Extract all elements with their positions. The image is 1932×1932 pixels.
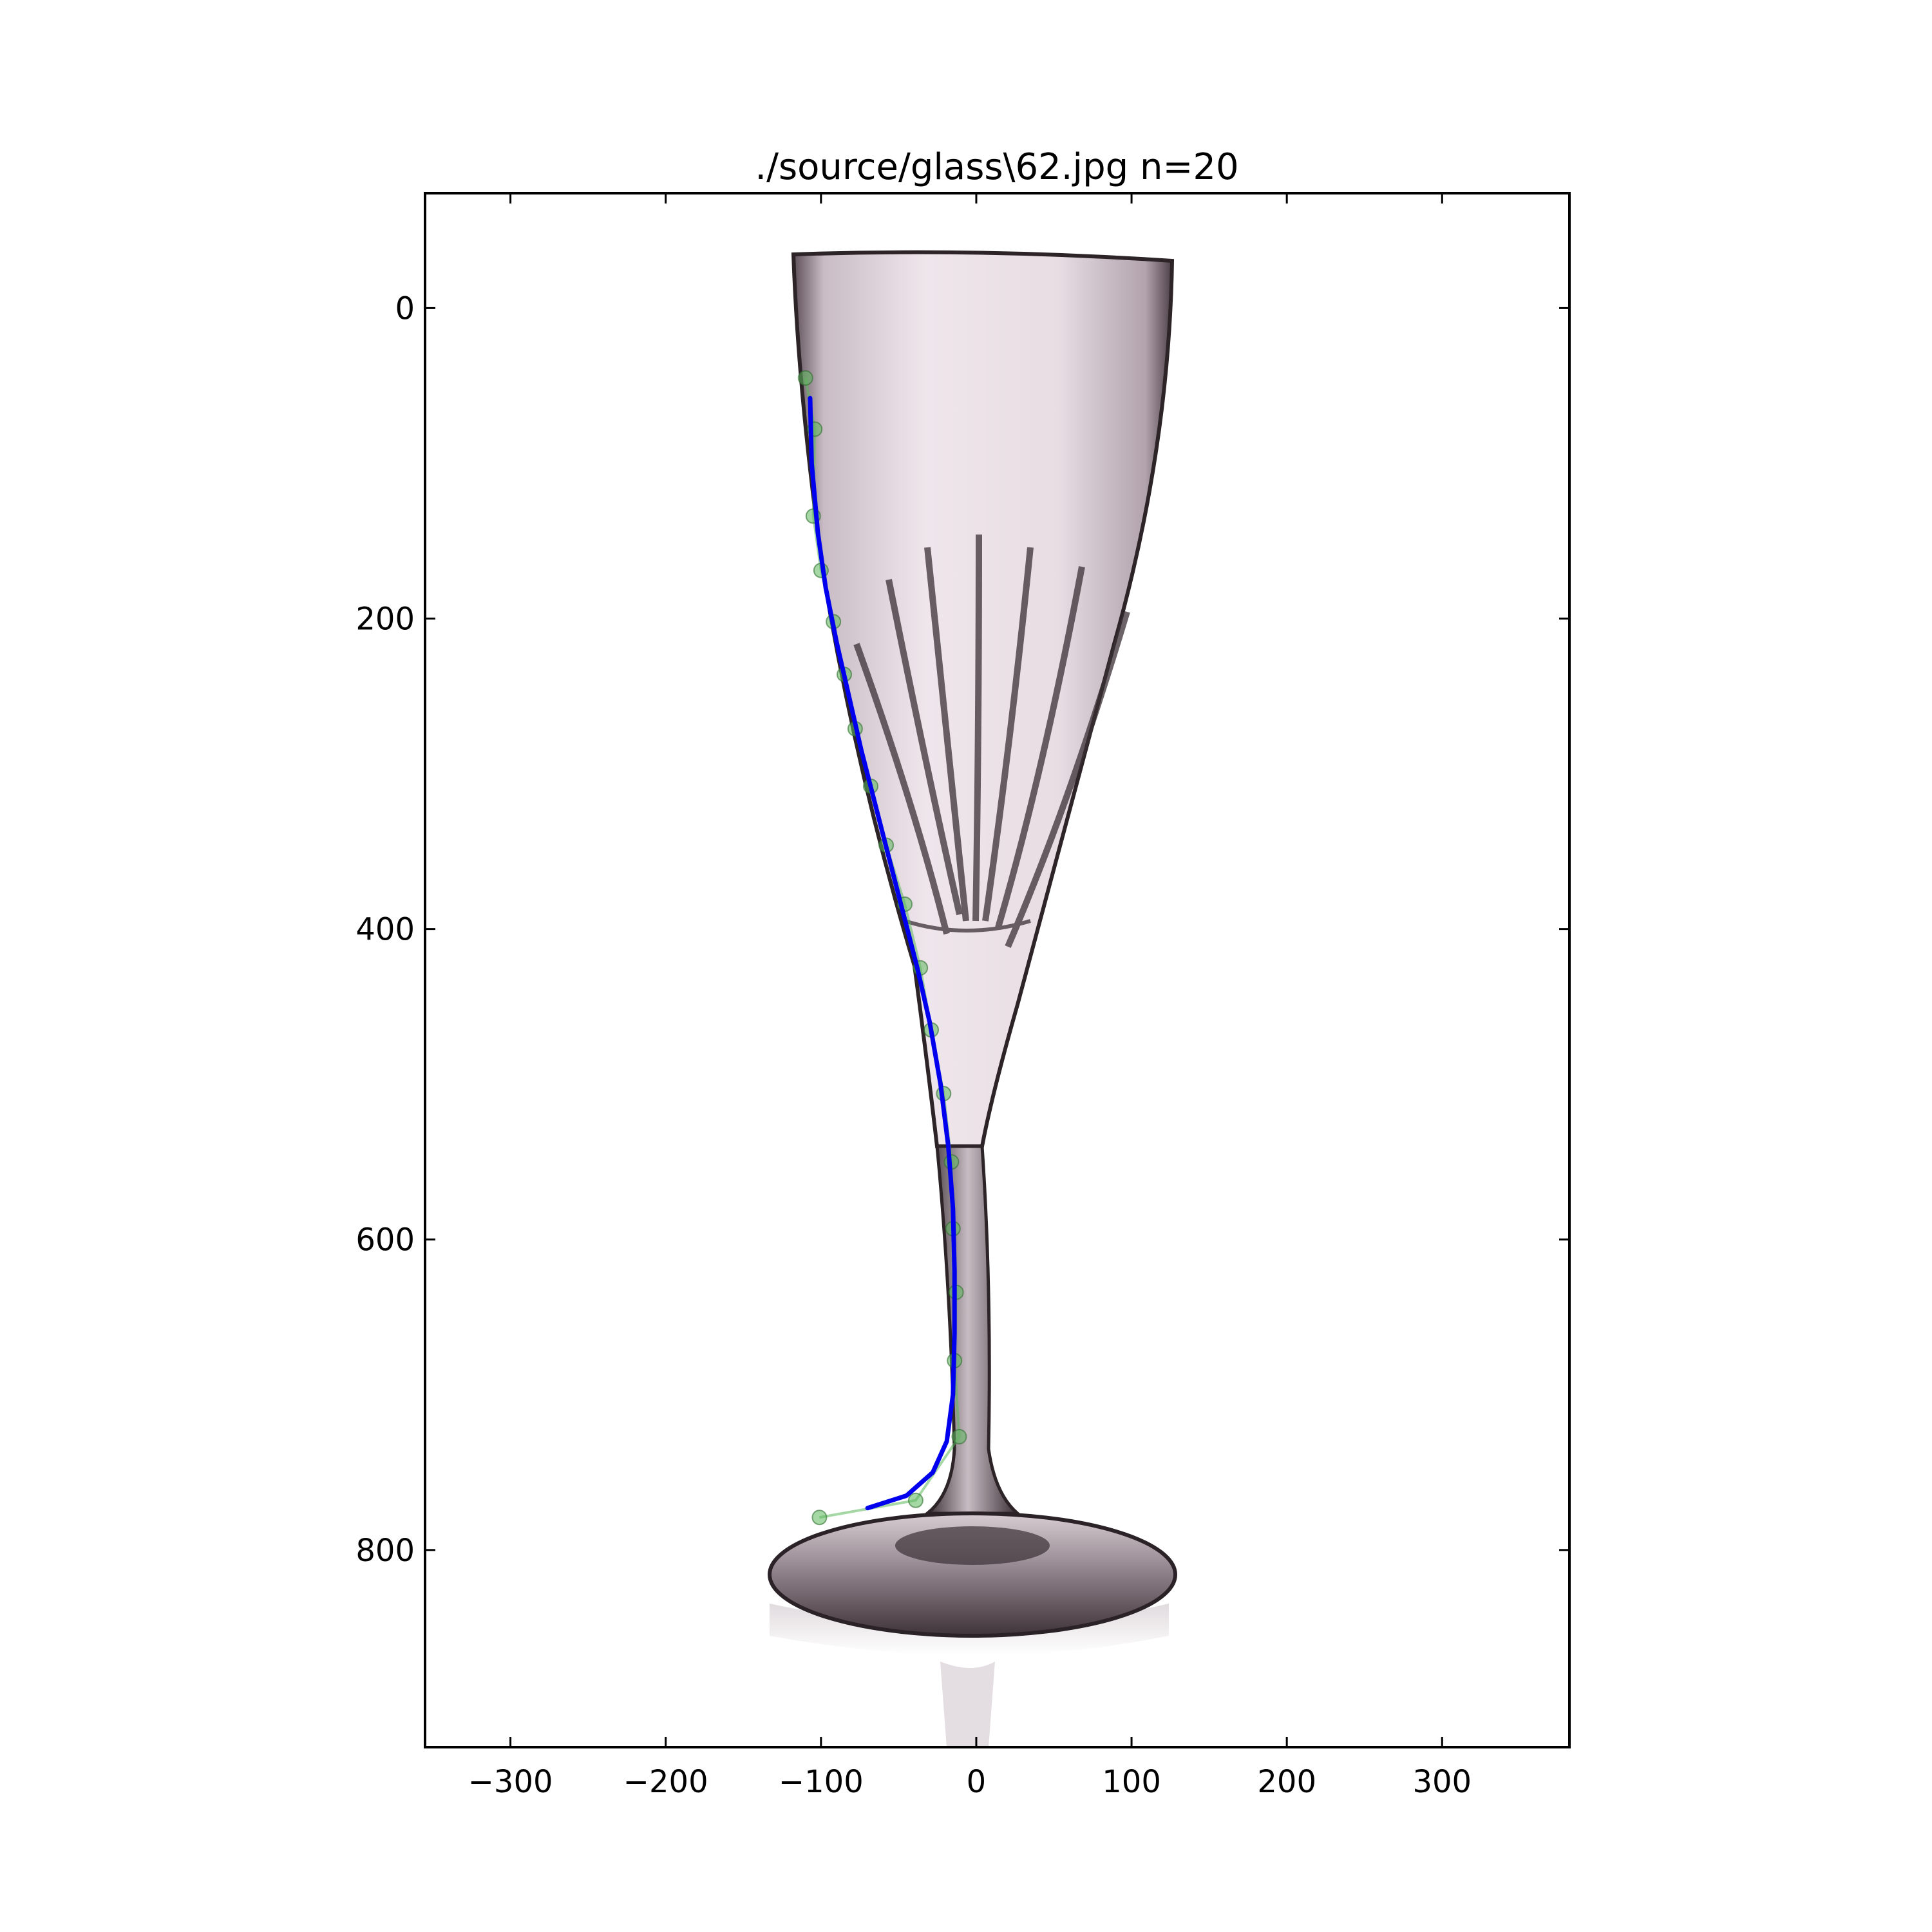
y-tick-label: 200 bbox=[355, 601, 415, 638]
y-tick-label: 400 bbox=[355, 912, 415, 948]
x-tick-label: 0 bbox=[967, 1764, 987, 1800]
plot-layer bbox=[797, 370, 967, 1526]
fitted-curve bbox=[808, 395, 957, 1511]
data-point bbox=[951, 1428, 967, 1444]
x-tick-label: 100 bbox=[1102, 1764, 1161, 1800]
x-tick-label: 300 bbox=[1412, 1764, 1472, 1800]
glass-cuts bbox=[853, 534, 1130, 948]
x-tick-label: 200 bbox=[1257, 1764, 1316, 1800]
data-point bbox=[907, 1492, 923, 1508]
data-point bbox=[811, 1510, 828, 1526]
glass-foot bbox=[768, 1511, 1177, 1638]
x-tick-label: −100 bbox=[779, 1764, 864, 1800]
glass-foot-top bbox=[895, 1526, 1050, 1565]
y-axis: 0 200 400 600 800 bbox=[355, 290, 1569, 1569]
glass-photo bbox=[768, 250, 1177, 1747]
y-tick-label: 600 bbox=[355, 1222, 415, 1258]
data-point bbox=[797, 370, 813, 386]
y-tick-label: 800 bbox=[355, 1533, 415, 1569]
x-tick-label: −300 bbox=[468, 1764, 553, 1800]
stem-reflection bbox=[940, 1662, 995, 1747]
chart-title: ./source/glass\62.jpg n=20 bbox=[755, 146, 1238, 188]
plot-frame bbox=[424, 192, 1571, 1748]
x-axis: −300 −200 −100 0 100 200 300 bbox=[468, 193, 1472, 1800]
y-tick-label: 0 bbox=[395, 290, 415, 327]
x-tick-label: −200 bbox=[623, 1764, 708, 1800]
